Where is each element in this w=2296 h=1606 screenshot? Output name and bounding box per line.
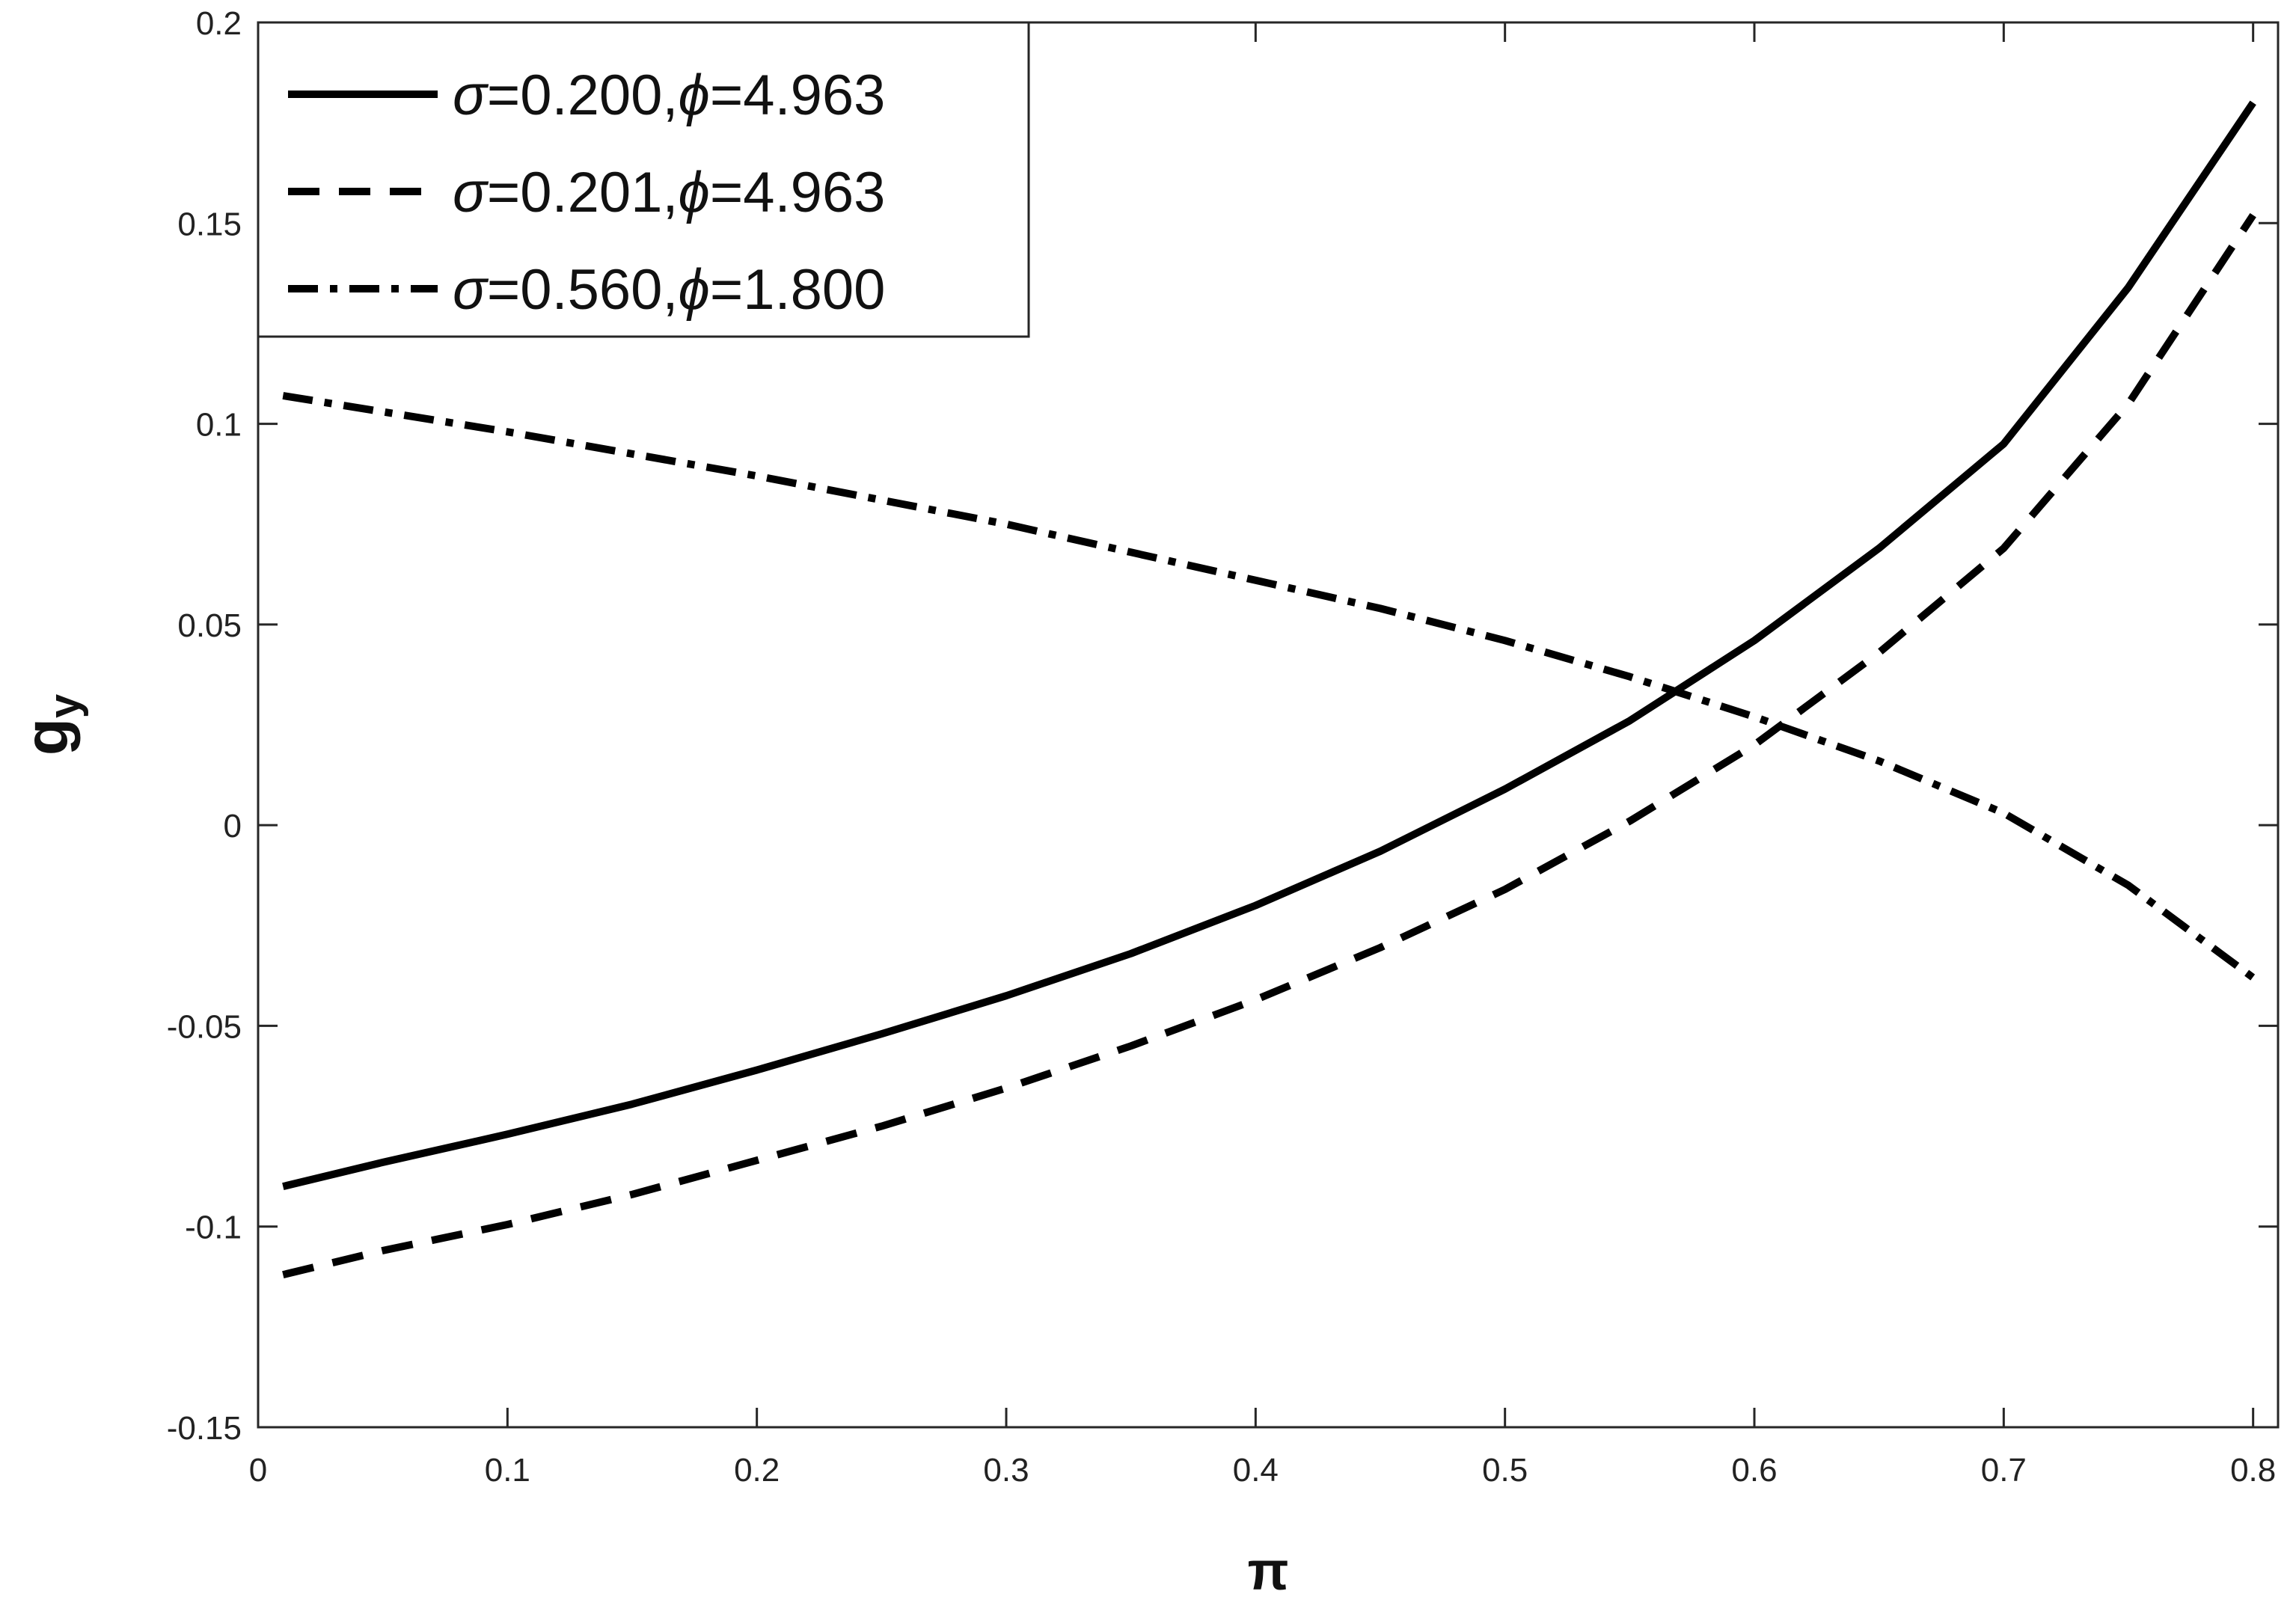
series-line-2 bbox=[282, 212, 2256, 1278]
legend-entry-3: σ=0.560,ϕ=1.800 bbox=[288, 258, 885, 322]
x-tick-label: 0.7 bbox=[1981, 1452, 2027, 1489]
series-line-1 bbox=[282, 100, 2256, 1190]
legend-label: σ=0.200,ϕ=4.963 bbox=[453, 64, 885, 127]
y-tick-label: 0.1 bbox=[196, 407, 242, 444]
plot-frame bbox=[257, 21, 2280, 1429]
legend: σ=0.200,ϕ=4.963 σ=0.201,ϕ=4.963 σ=0.560,ϕ=… bbox=[257, 21, 1030, 338]
y-tick-label: -0.15 bbox=[167, 1410, 242, 1447]
x-axis-label: π bbox=[1247, 1542, 1288, 1602]
y-axis-label: gy bbox=[13, 694, 89, 756]
legend-entries: σ=0.200,ϕ=4.963 σ=0.201,ϕ=4.963 σ=0.560,ϕ=… bbox=[288, 64, 885, 322]
y-tick-label: 0.05 bbox=[177, 607, 242, 644]
y-tick-label: -0.05 bbox=[167, 1008, 242, 1045]
x-tick-label: 0.1 bbox=[485, 1452, 530, 1489]
legend-box bbox=[257, 21, 1030, 338]
y-tick-labels: -0.15 -0.1 -0.05 0 0.05 0.1 0.15 0.2 bbox=[167, 5, 242, 1447]
series-line-3 bbox=[282, 392, 2256, 981]
x-tick-label: 0.4 bbox=[1233, 1452, 1279, 1489]
legend-entry-1: σ=0.200,ϕ=4.963 bbox=[288, 64, 885, 127]
x-tick-label: 0.3 bbox=[983, 1452, 1029, 1489]
legend-label: σ=0.201,ϕ=4.963 bbox=[453, 161, 885, 224]
y-axis-label-main: g bbox=[13, 718, 81, 756]
x-tick-labels: 0 0.1 0.2 0.3 0.4 0.5 0.6 0.7 0.8 bbox=[249, 1452, 2276, 1489]
x-tick-label: 0 bbox=[249, 1452, 267, 1489]
legend-entry-2: σ=0.201,ϕ=4.963 bbox=[288, 161, 885, 224]
y-tick-label: 0.2 bbox=[196, 5, 242, 42]
y-tick-label: 0 bbox=[224, 808, 242, 845]
y-tick-label: -0.1 bbox=[185, 1210, 242, 1246]
x-tick-label: 0.8 bbox=[2230, 1452, 2276, 1489]
plot-lines bbox=[282, 100, 2256, 1278]
y-tick-label: 0.15 bbox=[177, 206, 242, 242]
y-axis-label-subscript: y bbox=[40, 694, 89, 718]
x-tick-label: 0.5 bbox=[1482, 1452, 1528, 1489]
x-tick-label: 0.2 bbox=[734, 1452, 780, 1489]
legend-label: σ=0.560,ϕ=1.800 bbox=[453, 258, 885, 322]
x-tick-label: 0.6 bbox=[1731, 1452, 1777, 1489]
